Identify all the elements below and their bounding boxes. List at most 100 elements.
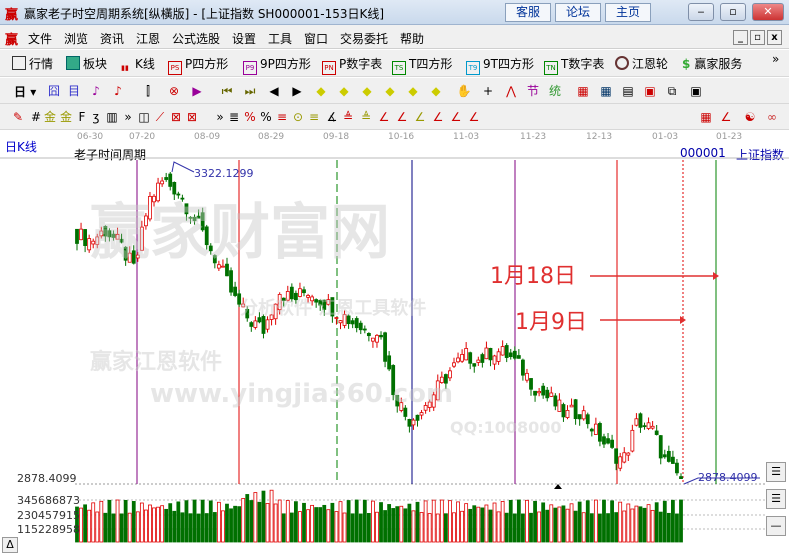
homepage-button[interactable]: 主页	[605, 3, 651, 22]
toolbar-t-table[interactable]: TN T数字表	[544, 55, 604, 75]
toolbar-9p-square[interactable]: P9 9P四方形	[243, 55, 311, 75]
forum-button[interactable]: 论坛	[555, 3, 601, 22]
box-icon[interactable]: ◫	[138, 110, 150, 124]
gold-line-icon[interactable]: 金	[43, 110, 56, 124]
parallel-icon[interactable]: #	[30, 110, 42, 124]
scroll-left-icon[interactable]: ◆	[316, 84, 326, 98]
mdi-restore-button[interactable]: ▫	[750, 30, 765, 45]
maximize-button[interactable]: ▫	[720, 3, 746, 21]
gold-line2-icon[interactable]: 金	[59, 110, 72, 124]
candle-type-icon[interactable]: ⫿	[146, 84, 150, 98]
line-icon[interactable]: ⋀	[506, 84, 516, 98]
list-icon[interactable]: 目	[67, 84, 80, 98]
save-icon[interactable]: ▣	[644, 84, 656, 98]
chart-icon[interactable]: 囧	[47, 84, 60, 98]
toolbar-more[interactable]: »	[772, 52, 780, 66]
more-tools2-icon[interactable]: »	[216, 110, 224, 124]
spiral-icon[interactable]: ʒ	[92, 110, 100, 124]
percent-icon[interactable]: %	[260, 110, 272, 124]
toolbar-quotes[interactable]: 行情	[12, 55, 53, 72]
menu-info[interactable]: 资讯	[100, 32, 125, 46]
gann-square-icon[interactable]: ⊠	[186, 110, 198, 124]
red-level-icon[interactable]: ≜	[342, 110, 354, 124]
gold-angle-icon[interactable]: ∠	[414, 110, 426, 124]
f-angle-icon[interactable]: ∠	[396, 110, 408, 124]
notes-icon[interactable]: ▤	[622, 84, 634, 98]
fib-icon[interactable]: F	[78, 110, 86, 124]
section-icon[interactable]: 节	[526, 84, 539, 98]
percent-level-icon[interactable]: ≡	[276, 110, 288, 124]
period-line-icon[interactable]: ≣	[228, 110, 240, 124]
toolbar-service[interactable]: $ 赢家服务	[682, 57, 743, 71]
left-icon[interactable]: ◀	[269, 84, 279, 98]
toolbar-p-table[interactable]: PN P数字表	[322, 55, 382, 75]
right-icon[interactable]: ▶	[292, 84, 302, 98]
gold-level-icon[interactable]: ≡	[308, 110, 320, 124]
fold-icon[interactable]: ⊗	[168, 84, 180, 98]
collapse-button[interactable]: —	[766, 516, 786, 536]
zoom-out-button[interactable]: ☰	[766, 489, 786, 509]
pen-icon[interactable]: ✎	[12, 110, 24, 124]
zoom-out-icon[interactable]: ◆	[431, 84, 441, 98]
zoom-in-icon[interactable]: ◆	[408, 84, 418, 98]
menu-settings[interactable]: 设置	[232, 32, 257, 46]
period-select[interactable]: 日 ▾	[14, 85, 37, 99]
infinity-icon[interactable]: ∞	[767, 110, 777, 124]
toolbar-t-square[interactable]: TS T四方形	[392, 55, 452, 75]
menu-help[interactable]: 帮助	[400, 32, 425, 46]
chart-line-icon[interactable]: ∠	[720, 110, 732, 124]
menu-file[interactable]: 文件	[28, 32, 53, 46]
four-angle-icon[interactable]: ∠	[468, 110, 480, 124]
print-icon[interactable]: ▣	[690, 84, 702, 98]
mdi-close-button[interactable]: x	[767, 30, 782, 45]
angle-icon[interactable]: ∡	[326, 110, 338, 124]
angle-line-icon[interactable]: ∠	[378, 110, 390, 124]
g-chart-icon[interactable]: ♪	[114, 84, 122, 98]
gold-bar-icon[interactable]: ≜	[360, 110, 372, 124]
expand-panel-button[interactable]: Δ	[2, 537, 18, 553]
win-angle-icon[interactable]: ∠	[450, 110, 462, 124]
calculator-icon[interactable]: ▦	[600, 84, 612, 98]
hand-icon[interactable]: ✋	[456, 84, 472, 98]
zoom-in-button[interactable]: ☰	[766, 462, 786, 482]
fan-icon[interactable]: ⟋	[155, 110, 165, 124]
candle-body	[358, 322, 363, 331]
menu-browse[interactable]: 浏览	[64, 32, 89, 46]
menu-formula[interactable]: 公式选股	[172, 32, 221, 46]
menu-tools[interactable]: 工具	[268, 32, 293, 46]
mdi-minimize-button[interactable]: _	[733, 30, 748, 45]
ruler-icon[interactable]: ▥	[106, 110, 118, 124]
close-button[interactable]: ✕	[752, 3, 784, 21]
minimize-button[interactable]: ‒	[688, 3, 714, 21]
toolbar-9t-square[interactable]: T9 9T四方形	[466, 55, 534, 75]
toolbar-gann-wheel[interactable]: 江恩轮	[615, 55, 668, 72]
export-icon[interactable]: ⧉	[667, 84, 677, 98]
toolbar-kline[interactable]: ▮▮ K线	[118, 55, 155, 76]
last-icon[interactable]: ⏭	[244, 84, 256, 98]
stats-icon[interactable]: 统	[548, 84, 561, 98]
speed-icon[interactable]: ∠	[432, 110, 444, 124]
scroll-right-icon[interactable]: ◆	[339, 84, 349, 98]
first-icon[interactable]: ⏮	[221, 84, 233, 98]
table-icon[interactable]: ▦	[700, 110, 712, 124]
expand-icon[interactable]: ◆	[362, 84, 372, 98]
kline-chart[interactable]: 日K线 老子时间周期 000001 上证指数 赢家财富网 分析软件 江恩工具软件…	[0, 140, 789, 553]
toolbar-sectors[interactable]: 板块	[66, 55, 107, 72]
flag-icon[interactable]: ▶	[192, 84, 202, 98]
gann-box-icon[interactable]: ⊠	[170, 110, 182, 124]
more-tools-icon[interactable]: »	[124, 110, 132, 124]
calendar-icon[interactable]: ▦	[577, 84, 589, 98]
yin-yang-icon[interactable]: ☯	[744, 110, 756, 124]
menu-window[interactable]: 窗口	[304, 32, 329, 46]
customer-service-button[interactable]: 客服	[505, 3, 551, 22]
crosshair-icon[interactable]: +	[482, 84, 494, 98]
shrink-icon[interactable]: ◆	[385, 84, 395, 98]
candle-body	[399, 402, 404, 411]
volume-bar	[75, 506, 79, 543]
toolbar-p-square[interactable]: PS P四方形	[168, 55, 228, 75]
menu-gann[interactable]: 江恩	[136, 32, 161, 46]
percent-line-icon[interactable]: %	[244, 110, 256, 124]
gold-circle-icon[interactable]: ⊙	[292, 110, 304, 124]
menu-trade[interactable]: 交易委托	[340, 32, 389, 46]
s-chart-icon[interactable]: ♪	[92, 84, 100, 98]
